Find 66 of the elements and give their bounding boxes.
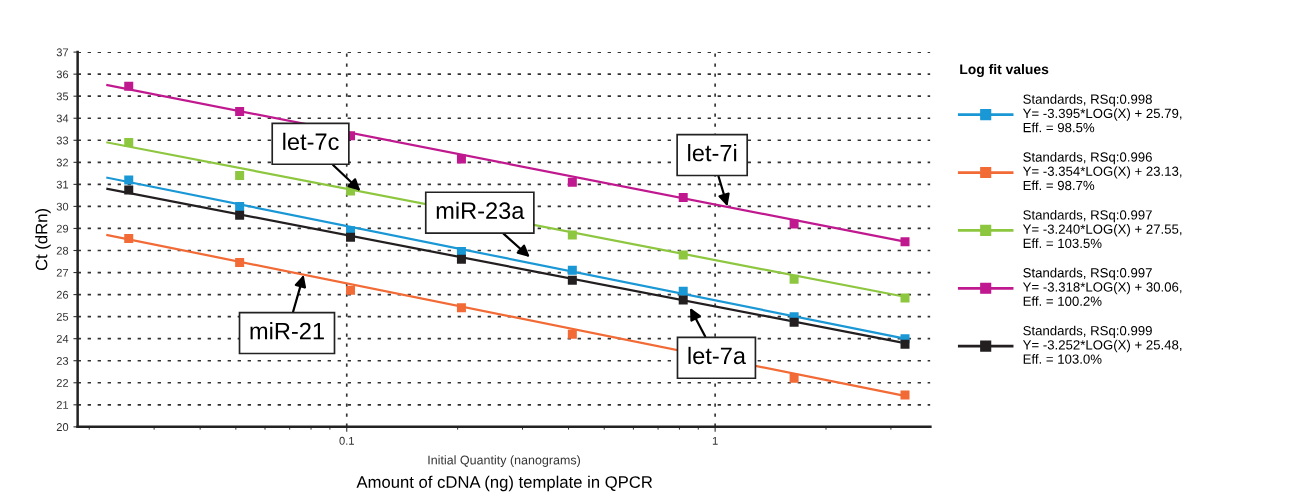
y-tick-label: 20 xyxy=(56,423,69,431)
y-tick-label: 37 xyxy=(56,48,69,57)
point xyxy=(235,201,245,211)
point xyxy=(124,185,134,195)
y-tick-label: 25 xyxy=(56,312,69,321)
point xyxy=(567,177,577,187)
y-tick-label: 21 xyxy=(56,401,69,409)
point xyxy=(235,258,245,268)
point xyxy=(456,154,466,164)
y-axis-title: Ct (dRn) xyxy=(35,209,51,271)
y-tick-label: 29 xyxy=(56,224,69,233)
annotation: let-7c xyxy=(283,132,339,151)
y-tick-label: 31 xyxy=(56,180,69,189)
y-tick-label: 34 xyxy=(56,114,69,123)
point xyxy=(678,250,688,260)
y-tick-label: 36 xyxy=(56,70,69,79)
y-tick-label: 33 xyxy=(56,136,69,145)
x-tick-label: 0.1 xyxy=(339,436,354,445)
annotation: miR-21 xyxy=(250,322,324,340)
y-tick-label: 22 xyxy=(56,379,69,387)
annotation: miR-23a xyxy=(436,201,525,220)
point xyxy=(567,275,577,285)
point xyxy=(124,233,134,243)
text: Amount of cDNA (ng) template in QPCR xyxy=(356,475,653,492)
y-tick-label: 23 xyxy=(56,356,69,365)
point xyxy=(567,230,577,240)
point xyxy=(567,329,577,339)
point xyxy=(900,339,910,349)
point xyxy=(900,293,910,303)
point xyxy=(678,193,688,203)
point xyxy=(678,286,688,296)
legend-label: Standards, RSq:0.996 Y= -3.354*LOG(X) + 23.13, Eff. = 98.7% xyxy=(1022,152,1182,191)
y-tick-label: 27 xyxy=(56,268,69,277)
legend-label: Standards, RSq:0.997 Y= -3.318*LOG(X) + 30.06, Eff. = 100.2% xyxy=(1022,267,1182,306)
point xyxy=(124,175,134,185)
point xyxy=(124,81,134,91)
point xyxy=(456,303,466,313)
point xyxy=(789,317,799,327)
point xyxy=(900,237,910,247)
point xyxy=(124,137,134,147)
point xyxy=(235,171,245,181)
x-tick-label: 1 xyxy=(712,436,718,445)
point xyxy=(567,265,577,275)
annotation: let-7a xyxy=(688,346,746,365)
point xyxy=(235,210,245,220)
point xyxy=(346,232,356,242)
point xyxy=(900,390,910,400)
point xyxy=(346,285,356,295)
y-tick-label: 32 xyxy=(56,158,69,167)
point xyxy=(235,107,245,117)
legend-label: Standards, RSq:0.997 Y= -3.240*LOG(X) + 27.55, Eff. = 103.5% xyxy=(1022,209,1182,249)
point xyxy=(789,274,799,284)
annotation: let-7i xyxy=(688,144,737,162)
point xyxy=(678,295,688,305)
legend-label: Standards, RSq:0.999 Y= -3.252*LOG(X) + 25.48, Eff. = 103.0% xyxy=(1022,325,1182,364)
y-tick-label: 26 xyxy=(56,290,69,299)
point xyxy=(789,373,799,383)
point xyxy=(456,254,466,264)
point xyxy=(789,219,799,229)
legend-label: Standards, RSq:0.998 Y= -3.395*LOG(X) + 25.79, Eff. = 98.5% xyxy=(1022,94,1182,133)
x-axis-title: Initial Quantity (nanograms) xyxy=(428,455,581,467)
legend-title: Log fit values xyxy=(960,63,1049,77)
y-tick-label: 28 xyxy=(56,246,69,255)
y-tick-label: 35 xyxy=(56,92,69,101)
y-tick-label: 30 xyxy=(56,202,69,211)
y-tick-label: 24 xyxy=(56,334,69,343)
